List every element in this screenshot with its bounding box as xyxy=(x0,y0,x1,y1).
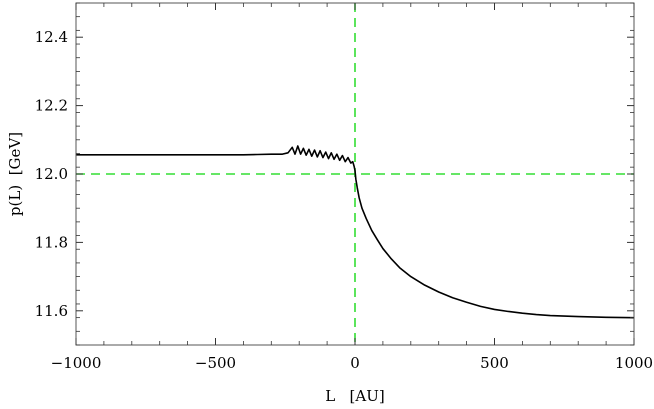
x-tick-label: −500 xyxy=(195,354,236,372)
y-axis-label: p(L) [GeV] xyxy=(6,132,24,216)
series-line-0 xyxy=(76,145,635,319)
x-tick-label: 0 xyxy=(350,354,360,372)
y-tick-label: 11.8 xyxy=(35,233,68,251)
series-layer xyxy=(76,145,635,319)
x-tick-label: 500 xyxy=(480,354,509,372)
y-tick-label: 11.6 xyxy=(35,302,68,320)
ticks-layer: −1000 −500 0 500 1000 11.6 11.8 12.0 12.2 12.4 xyxy=(35,2,653,372)
y-tick-label: 12.2 xyxy=(35,97,68,115)
y-tick-label: 12.0 xyxy=(35,165,68,183)
x-tick-label: −1000 xyxy=(51,354,102,372)
y-tick-label: 12.4 xyxy=(35,28,68,46)
x-axis-label: L [AU] xyxy=(325,387,384,405)
x-tick-label: 1000 xyxy=(615,354,653,372)
